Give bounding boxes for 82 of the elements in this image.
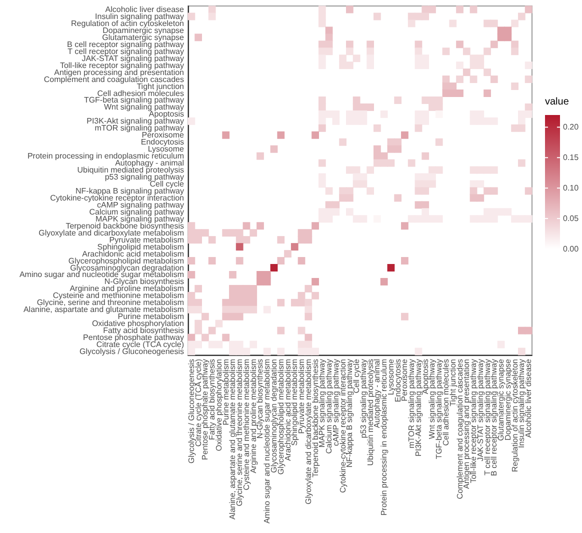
x-tick-label: Glycosaminoglycan degradation [270, 359, 278, 473]
x-tick-label: B cell receptor signaling pathway [490, 359, 499, 476]
color-bar-title: value [545, 96, 570, 108]
y-tick-label: Glycolysis / Gluconeogenesis [80, 347, 184, 356]
y-tick-label: Protein processing in endoplasmic reticulum [27, 152, 184, 161]
y-tick-label: Fatty acid biosynthesis [103, 326, 184, 336]
x-tick-label: cAMP signaling pathway [331, 359, 340, 446]
y-tick-label: B cell receptor signaling pathway [67, 40, 184, 49]
y-tick-label: NF-kappa B signaling pathway [75, 186, 184, 196]
x-tick-label: p53 signaling pathway [358, 359, 368, 438]
y-tick-label: Endocytosis [140, 138, 184, 147]
y-tick-label: Toll-like receptor signaling pathway [60, 60, 184, 70]
x-tick-label: T cell receptor signaling pathway [482, 359, 492, 476]
y-tick-label: Glycerophospholipid metabolism [68, 256, 184, 266]
y-tick-label: cAMP signaling pathway [96, 200, 184, 210]
x-tick-label: Sphingolipid metabolism [290, 358, 300, 446]
y-tick-label: Peroxisome [142, 130, 185, 140]
x-tick-label: MAPK signaling pathway [318, 359, 327, 448]
y-tick-label: Tight junction [136, 82, 184, 91]
color-bar-label: 0.10 [563, 184, 580, 193]
y-tick-label: Oxidative phosphorylation [92, 319, 184, 328]
x-tick-label: TGF-beta signaling pathway [434, 359, 444, 460]
y-tick-label: TGF-beta signaling pathway [84, 96, 184, 105]
y-tick-label: p53 signaling pathway [104, 172, 184, 182]
x-tick-label: Arginine and proline metabolism [248, 358, 258, 474]
y-tick-label: Apoptosis [148, 110, 184, 119]
x-tick-label: Peroxisome [400, 358, 410, 402]
x-tick-label: Wnt signaling pathway [428, 359, 437, 440]
x-tick-label: Cell adhesion molecules [442, 359, 450, 446]
x-tick-label: Calcium signaling pathway [324, 359, 334, 454]
x-tick-label: N-Glycan biosynthesis [256, 359, 265, 439]
x-tick-label: Insulin signaling pathway [517, 359, 526, 448]
x-tick-label: Pyruvate metabolism [297, 358, 306, 434]
x-tick-label: PI3K-Akt signaling pathway [414, 359, 423, 456]
y-tick-label: Antigen processing and presentation [54, 68, 184, 77]
y-tick-label: Citrate cycle (TCA cycle) [96, 340, 184, 350]
y-tick-label: MAPK signaling pathway [96, 214, 184, 224]
y-tick-label: Complement and coagulation cascades [44, 74, 184, 84]
y-tick-label: Alcoholic liver disease [105, 4, 185, 14]
y-tick-label: Ubiquitin mediated proteolysis [77, 166, 184, 175]
y-tick-label: Glycine, serine and threonine metabolism [36, 298, 184, 308]
x-tick-label: NF-kappa B signaling pathway [345, 359, 354, 468]
y-tick-label: Cell cycle [150, 179, 185, 188]
color-bar-label: 0.00 [563, 244, 580, 254]
color-bar-label: 0.15 [563, 153, 580, 162]
y-tick-label: Lysosome [148, 144, 185, 154]
y-tick-label: N-Glycan biosynthesis [104, 277, 184, 286]
x-tick-label: Cell cycle [352, 358, 362, 394]
x-tick-label: Regulation of actin cytoskeleton [510, 359, 520, 472]
x-tick-label: Glyoxylate and dicarboxylate metabolism [304, 358, 313, 504]
y-tick-label: Terpenoid backbone biosynthesis [66, 221, 184, 230]
y-tick-label: mTOR signaling pathway [94, 124, 184, 133]
y-tick-label: Arachidonic acid metabolism [82, 249, 184, 258]
x-tick-label: Glycerophospholipid metabolism [276, 358, 286, 475]
x-tick-label: Autophagy - animal [372, 358, 382, 428]
y-tick-label: Glycosaminoglycan degradation [70, 263, 184, 272]
y-tick-label: PI3K-Akt signaling pathway [86, 116, 184, 126]
y-tick-label: Insulin signaling pathway [95, 12, 184, 21]
x-tick-label: Purine metabolism [221, 358, 230, 426]
x-tick-label: Tight junction [448, 359, 458, 406]
y-tick-label: Regulation of actin cytoskeleton [71, 18, 184, 28]
y-tick-label: Calcium signaling pathway [89, 207, 184, 216]
y-tick-label: Cysteine and methionine metabolism [52, 291, 184, 300]
y-tick-label: Sphingolipid metabolism [97, 242, 184, 252]
x-tick-label: mTOR signaling pathway [407, 359, 416, 448]
y-tick-label: Alanine, aspartate and glutamate metabolism [23, 305, 184, 314]
x-tick-label: Complement and coagulation cascades [455, 359, 464, 500]
x-tick-label: Arachidonic acid metabolism [283, 358, 292, 461]
x-tick-label: Alcoholic liver disease [524, 358, 534, 438]
y-tick-label: Dopaminergic synapse [102, 26, 185, 35]
x-tick-label: Endocytosis [393, 359, 402, 402]
y-tick-label: Autophagy - animal [115, 158, 184, 168]
color-bar-label: 0.20 [563, 122, 580, 132]
x-tick-label: Lysosome [386, 358, 396, 396]
x-tick-label: Terpenoid backbone biosynthesis [310, 359, 320, 478]
y-tick-label: Purine metabolism [118, 312, 184, 322]
y-tick-label: Arginine and proline metabolism [70, 284, 184, 294]
y-tick-label: JAK-STAT signaling pathway [82, 54, 184, 63]
y-tick-label: Wnt signaling pathway [104, 102, 184, 112]
color-bar-label: 0.05 [563, 214, 580, 224]
y-tick-label: Pentose phosphate pathway [83, 333, 184, 342]
x-tick-label: Ubiquitin mediated proteolysis [366, 359, 375, 466]
